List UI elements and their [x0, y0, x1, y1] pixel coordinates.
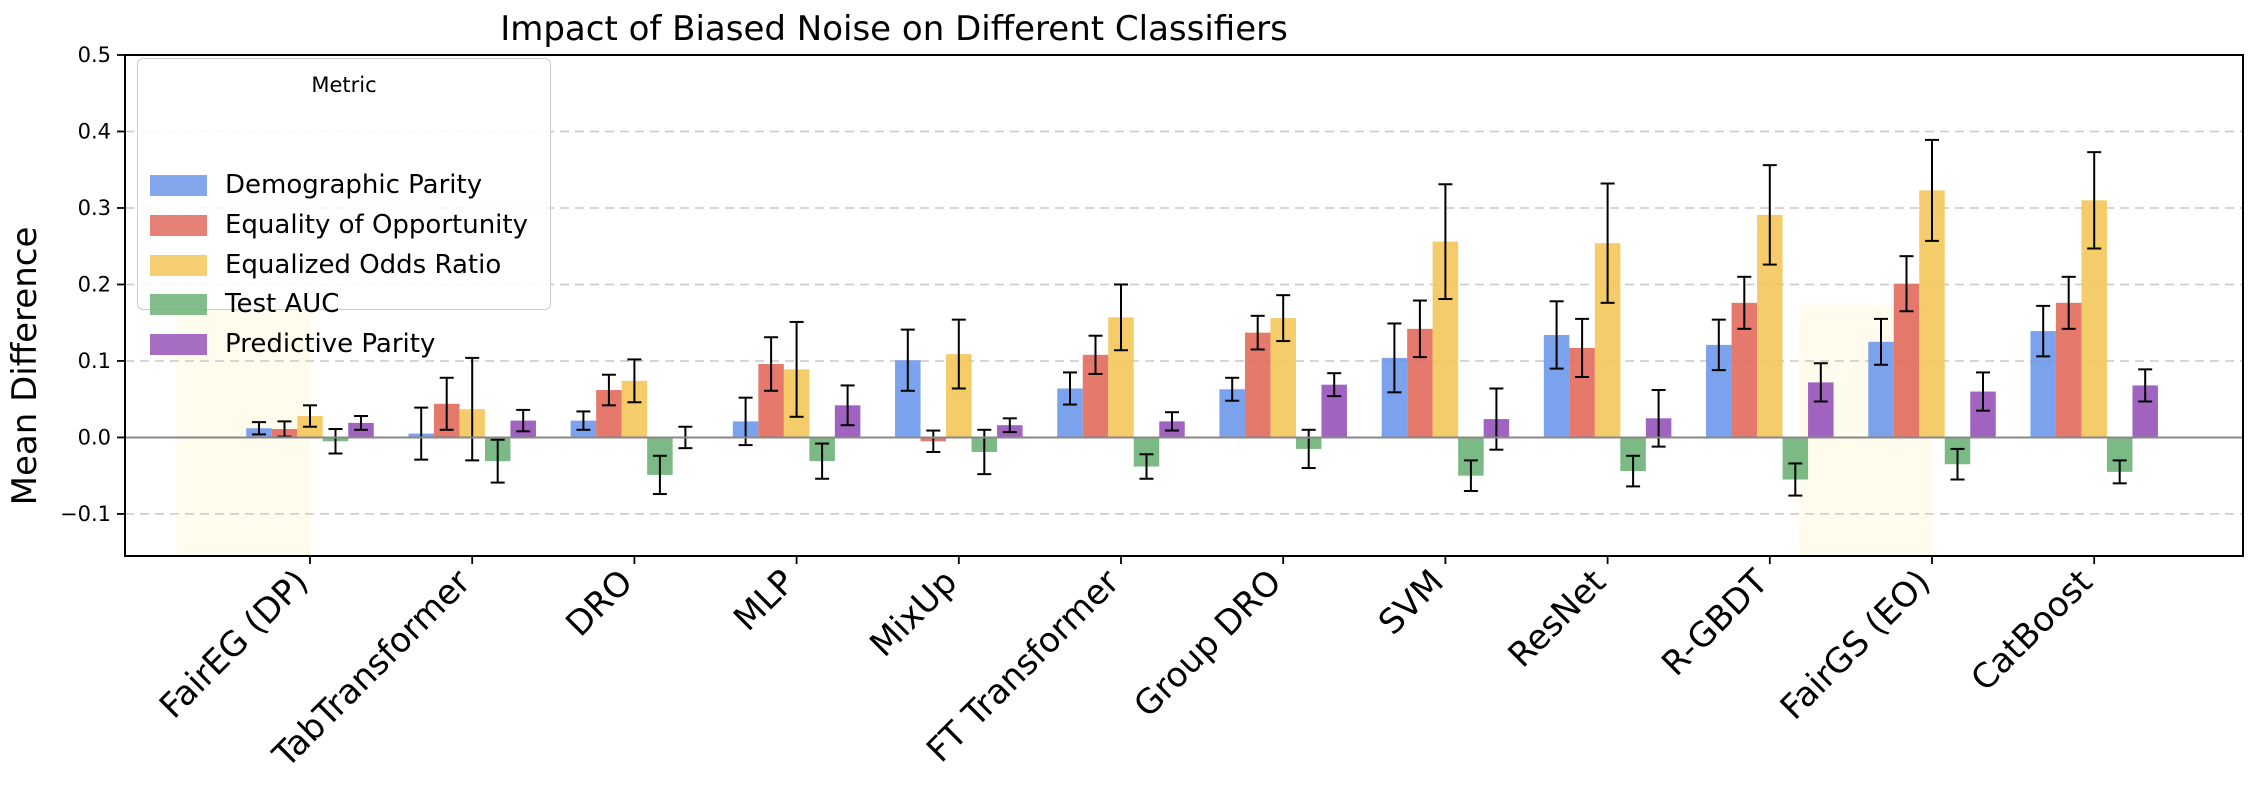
- plot-frame: [124, 54, 2244, 557]
- x-tick-label: MLP: [726, 562, 803, 639]
- legend-item-equalized-odds-ratio: Equalized Odds Ratio: [150, 250, 501, 280]
- chart-title: Impact of Biased Noise on Different Clas…: [500, 9, 1288, 49]
- legend-item-demographic-parity: Demographic Parity: [150, 170, 482, 200]
- x-tick-label: MixUp: [862, 562, 965, 665]
- legend-swatch: [150, 174, 207, 196]
- legend-swatch: [150, 254, 207, 276]
- x-tick-label: R-GBDT: [1654, 562, 1776, 684]
- legend-swatch: [150, 333, 207, 355]
- y-tick-label: 0.3: [78, 196, 111, 220]
- legend-label: Demographic Parity: [225, 170, 483, 200]
- x-tick-label: ResNet: [1501, 562, 1614, 675]
- legend-label: Predictive Parity: [225, 329, 436, 359]
- legend-item-equality-of-opportunity: Equality of Opportunity: [150, 210, 528, 240]
- y-axis-label: Mean Difference: [5, 227, 45, 506]
- y-tick-label: 0.4: [78, 119, 111, 143]
- y-tick-label: 0.1: [78, 349, 111, 373]
- legend: Metric Demographic Parity Equality of Op…: [137, 58, 551, 359]
- legend-title: Metric: [311, 73, 377, 97]
- legend-swatch: [150, 214, 207, 236]
- legend-label: Equalized Odds Ratio: [225, 250, 502, 280]
- legend-label: Test AUC: [225, 289, 340, 319]
- x-tick-label: Group DRO: [1126, 562, 1289, 725]
- legend-label: Equality of Opportunity: [225, 210, 528, 240]
- x-tick-label: SVM: [1371, 562, 1452, 643]
- legend-item-predictive-parity: Predictive Parity: [150, 329, 435, 359]
- error-bars: [252, 138, 2153, 497]
- x-tick-label: CatBoost: [1963, 562, 2100, 699]
- bars: [246, 190, 2158, 480]
- x-tick-label: FairGS (EO): [1773, 562, 1939, 728]
- x-tick-label: FairEG (DP): [152, 562, 316, 726]
- y-tick-label: 0.5: [78, 43, 111, 67]
- x-tick-label: DRO: [558, 562, 640, 644]
- y-tick-label: −0.1: [60, 502, 111, 526]
- legend-swatch: [150, 293, 207, 315]
- legend-item-test-auc: Test AUC: [150, 289, 339, 319]
- y-tick-label: 0.0: [78, 425, 111, 449]
- y-tick-label: 0.2: [78, 272, 111, 296]
